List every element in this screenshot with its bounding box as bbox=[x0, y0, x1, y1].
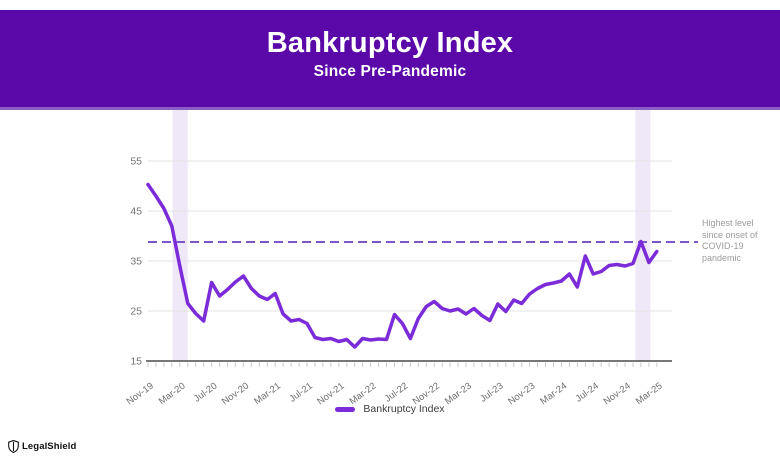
x-axis-label: Jul-23 bbox=[478, 381, 505, 405]
x-axis-label: Jul-24 bbox=[574, 381, 601, 405]
shield-icon bbox=[8, 440, 19, 453]
x-axis-label: Jul-22 bbox=[383, 381, 410, 405]
legend-line-swatch bbox=[335, 406, 356, 412]
brand-name: LegalShield bbox=[22, 441, 77, 452]
reference-line-annotation: Highest level since onset of COVID-19 pa… bbox=[702, 218, 758, 264]
x-axis-label: Jul-21 bbox=[287, 381, 314, 405]
y-axis-label: 45 bbox=[130, 206, 142, 218]
page-subtitle: Since Pre-Pandemic bbox=[313, 63, 467, 81]
brand-footer: LegalShield bbox=[8, 440, 76, 453]
header-banner: Bankruptcy Index Since Pre-Pandemic bbox=[0, 10, 780, 110]
y-axis-label: 35 bbox=[130, 256, 142, 268]
page-title: Bankruptcy Index bbox=[266, 27, 514, 59]
highlight-band bbox=[172, 110, 188, 361]
legend-label: Bankruptcy Index bbox=[363, 403, 445, 415]
chart-area: 15 25 35 45 55 Nov-19 Mar-20 Jul-20 Nov-20 Mar-21… bbox=[0, 110, 780, 410]
x-axis-label: Jul-20 bbox=[192, 381, 219, 405]
y-axis-label: 25 bbox=[130, 306, 142, 318]
series-line-bankruptcy-index bbox=[146, 182, 659, 349]
chart-legend: Bankruptcy Index bbox=[0, 403, 780, 415]
y-axis-label: 55 bbox=[130, 156, 142, 168]
y-axis-label: 15 bbox=[130, 356, 142, 368]
highlight-band bbox=[635, 110, 651, 361]
